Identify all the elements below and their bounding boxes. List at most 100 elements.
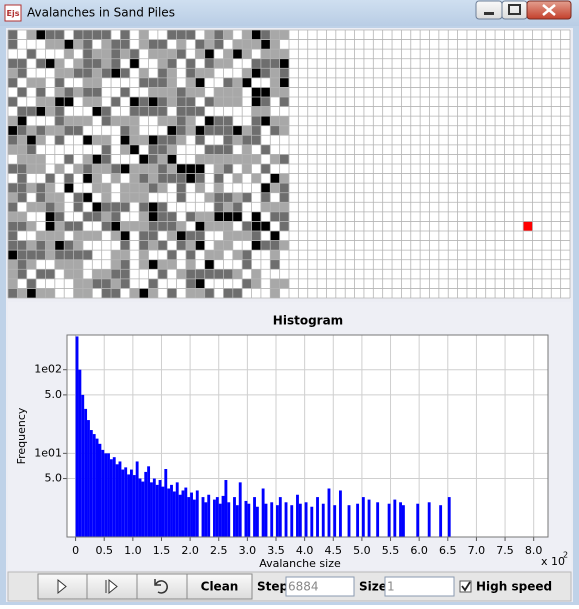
lattice-cell — [204, 144, 215, 155]
bar — [127, 474, 130, 537]
lattice-cell — [120, 231, 130, 241]
x-tick-label: 0 — [72, 544, 79, 557]
lattice-cell — [176, 192, 186, 203]
bar — [218, 503, 222, 537]
lattice-cell — [111, 269, 121, 279]
x-tick-label: 3.0 — [239, 544, 257, 557]
lattice-cell — [120, 39, 130, 50]
x-axis-multiplier: x 10 — [541, 555, 565, 568]
lattice-cell — [270, 30, 280, 40]
lattice-cell — [176, 240, 186, 251]
bar — [115, 464, 119, 537]
step-field[interactable] — [285, 576, 355, 597]
lattice-cell — [204, 259, 215, 270]
lattice-cell — [279, 221, 289, 231]
lattice-cell — [54, 240, 65, 251]
lattice-cell — [167, 211, 177, 222]
lattice-cell — [148, 288, 158, 298]
lattice-cell — [129, 49, 140, 59]
bar — [347, 505, 351, 537]
lattice-cell — [185, 116, 196, 126]
x-tick-label: 7.5 — [496, 544, 514, 557]
lattice-cell — [251, 125, 261, 136]
lattice-cell — [73, 87, 83, 97]
lattice-cell — [92, 183, 102, 193]
minimize-button[interactable] — [475, 0, 503, 20]
lattice-cell — [111, 278, 121, 289]
size-field[interactable] — [384, 576, 455, 597]
clean-button[interactable] — [186, 573, 253, 600]
lattice-cell — [270, 231, 280, 241]
lattice-cell — [214, 30, 224, 40]
lattice-cell — [139, 288, 149, 298]
bar — [84, 408, 88, 537]
lattice-cell — [36, 231, 46, 241]
bar — [416, 503, 420, 537]
lattice-cell — [17, 135, 27, 145]
lattice-cell — [148, 259, 158, 270]
lattice-cell — [54, 259, 65, 270]
maximize-button[interactable] — [501, 0, 528, 20]
lattice-cell — [8, 269, 18, 279]
lattice-cell — [8, 30, 18, 40]
bar — [338, 490, 342, 537]
lattice-cell — [167, 221, 177, 231]
lattice-cell — [45, 211, 55, 222]
lattice-cell — [101, 58, 112, 69]
reset-button[interactable] — [136, 573, 188, 600]
lattice-cell — [45, 288, 55, 298]
lattice-cell — [82, 135, 93, 145]
lattice-cell — [185, 125, 196, 136]
lattice-cell — [232, 250, 243, 260]
lattice-cell — [101, 30, 112, 40]
lattice-cell — [45, 97, 55, 107]
lattice-cell — [111, 39, 121, 50]
y-tick-label: 1e02 — [34, 363, 62, 376]
lattice-cell — [204, 116, 215, 126]
lattice-cell — [8, 221, 18, 231]
lattice-cell — [148, 164, 158, 174]
bar — [195, 490, 199, 537]
lattice-cell — [82, 154, 93, 164]
lattice-cell — [92, 58, 102, 69]
bar — [439, 505, 443, 537]
lattice-cell — [36, 97, 46, 107]
lattice-cell — [270, 87, 280, 97]
lattice-cell — [82, 192, 93, 203]
lattice-cell — [92, 135, 102, 145]
bar — [333, 505, 337, 537]
lattice-cell — [270, 202, 280, 212]
lattice-cell — [8, 97, 18, 107]
lattice-cell — [195, 278, 205, 289]
lattice-cell — [139, 231, 149, 241]
lattice-cell — [214, 240, 224, 251]
bar — [399, 502, 402, 537]
bar — [356, 503, 360, 537]
lattice-cell — [242, 135, 252, 145]
lattice-cell — [26, 278, 37, 289]
lattice-cell — [36, 288, 46, 298]
lattice-cell — [185, 259, 196, 270]
lattice-cell — [17, 250, 27, 260]
lattice-cell — [101, 192, 112, 203]
y-tick-label: 1e01 — [34, 446, 62, 459]
lattice-cell — [92, 77, 102, 88]
bar — [310, 506, 314, 537]
lattice-cell — [148, 278, 158, 289]
bar — [107, 453, 110, 537]
lattice-cell — [185, 269, 196, 279]
high-speed-checkbox[interactable] — [459, 580, 472, 593]
lattice-cell — [17, 164, 27, 174]
lattice-cell — [73, 30, 83, 40]
lattice-cell — [82, 68, 93, 78]
bar — [304, 502, 308, 537]
lattice-cell — [120, 183, 130, 193]
lattice-cell — [260, 87, 271, 97]
lattice-cell — [157, 97, 168, 107]
x-tick-label: 4.0 — [296, 544, 314, 557]
lattice-cell — [195, 231, 205, 241]
bar — [144, 471, 148, 537]
lattice-cell — [223, 269, 233, 279]
bar — [104, 453, 108, 537]
lattice-cell — [64, 116, 74, 126]
